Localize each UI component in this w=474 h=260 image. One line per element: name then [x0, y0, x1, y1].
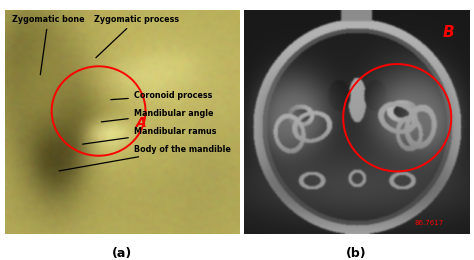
Text: A: A	[136, 116, 147, 130]
Text: Body of the mandible: Body of the mandible	[59, 145, 231, 171]
Text: (a): (a)	[112, 248, 132, 260]
Text: B: B	[442, 25, 454, 40]
Text: Zygomatic process: Zygomatic process	[94, 15, 179, 58]
Text: Coronoid process: Coronoid process	[111, 91, 212, 100]
Text: (b): (b)	[346, 248, 367, 260]
Text: Mandibular angle: Mandibular angle	[101, 109, 213, 122]
Text: 86.7617: 86.7617	[414, 220, 443, 226]
Text: Zygomatic bone: Zygomatic bone	[12, 15, 84, 75]
Text: Mandibular ramus: Mandibular ramus	[82, 127, 216, 144]
